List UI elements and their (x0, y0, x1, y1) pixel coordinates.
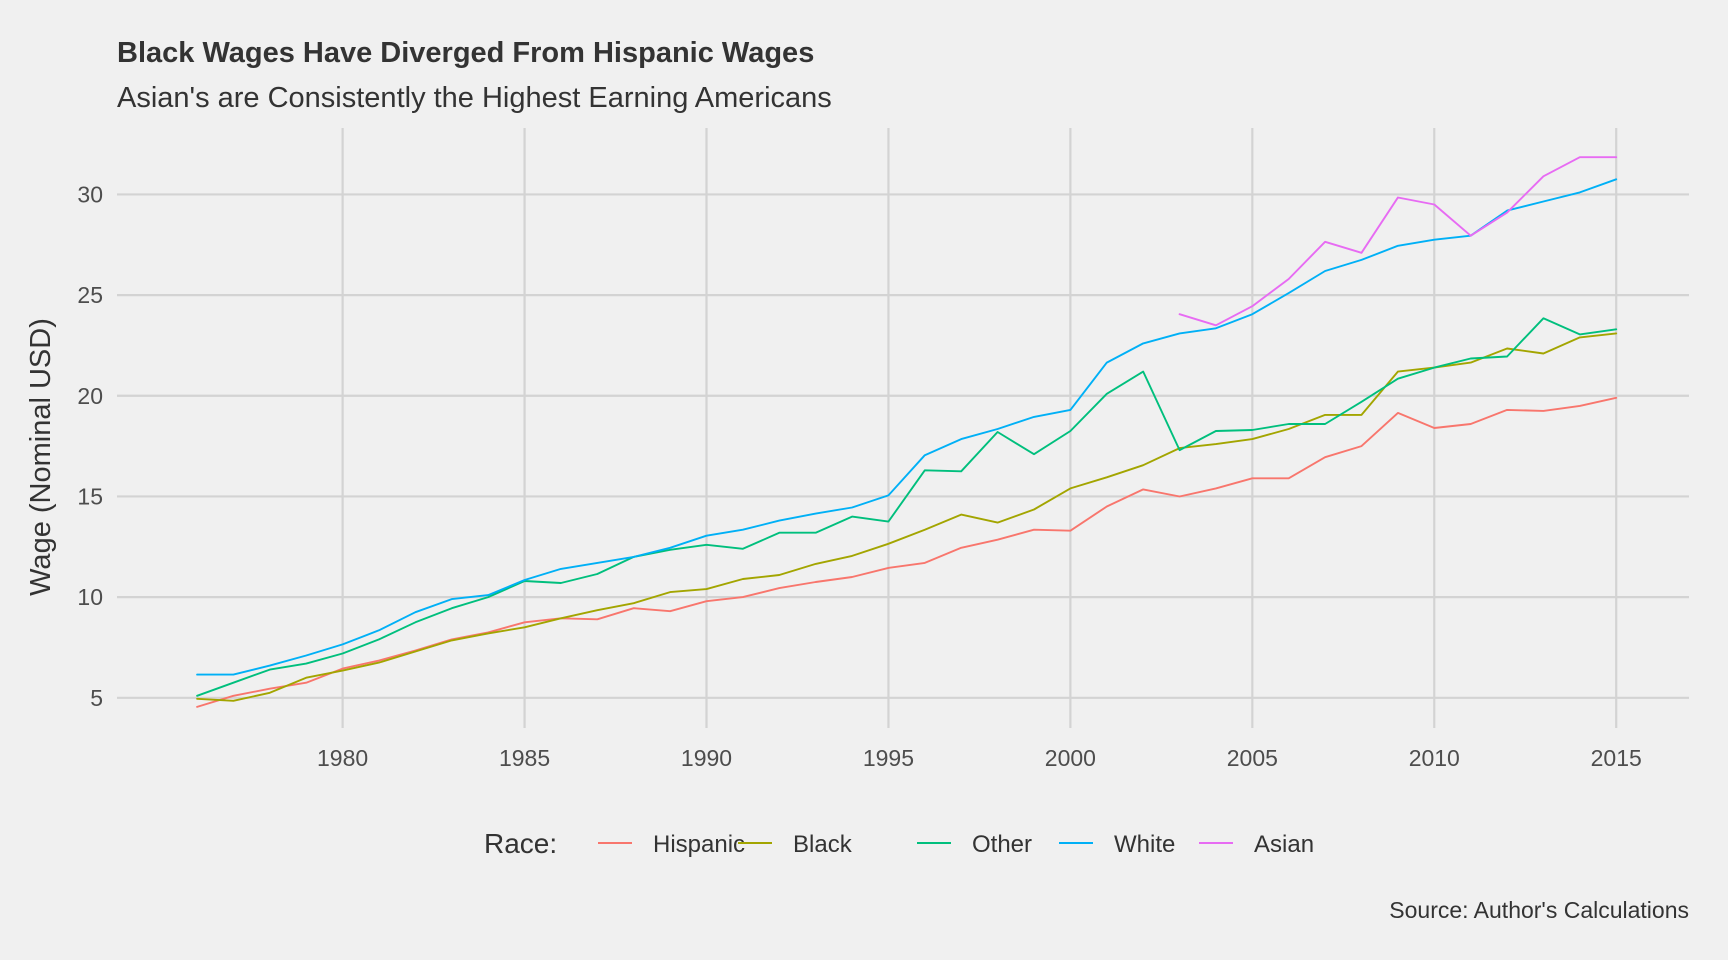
y-tick-label-15: 15 (77, 483, 103, 509)
legend-label-black: Black (793, 831, 853, 858)
y-axis-tick-labels: 5 10 15 20 25 30 (77, 181, 103, 710)
chart-caption: Source: Author's Calculations (1389, 897, 1689, 923)
series-line-asian (1178, 156, 1618, 327)
x-tick-label-2005: 2005 (1227, 745, 1278, 771)
series-lines (196, 156, 1618, 708)
legend-label-other: Other (972, 831, 1032, 858)
y-axis-title: Wage (Nominal USD) (25, 318, 57, 596)
y-tick-label-5: 5 (90, 685, 103, 711)
legend: Race: Hispanic Black Other White Asian (484, 828, 1314, 859)
chart-title: Black Wages Have Diverged From Hispanic … (117, 37, 814, 69)
legend-label-asian: Asian (1254, 831, 1314, 858)
horizontal-gridlines (117, 193, 1689, 699)
x-tick-label-1985: 1985 (499, 745, 550, 771)
x-tick-label-2010: 2010 (1409, 745, 1460, 771)
legend-label-white: White (1114, 831, 1175, 858)
series-line-other (196, 317, 1618, 697)
y-tick-label-10: 10 (77, 584, 103, 610)
series-line-hispanic (196, 396, 1618, 708)
y-tick-label-25: 25 (77, 282, 103, 308)
x-tick-label-2015: 2015 (1591, 745, 1642, 771)
x-tick-label-1980: 1980 (317, 745, 368, 771)
vertical-gridlines (341, 128, 1618, 728)
x-tick-label-1995: 1995 (863, 745, 914, 771)
chart-subtitle: Asian's are Consistently the Highest Ear… (117, 82, 832, 114)
series-line-white (196, 178, 1618, 676)
y-tick-label-30: 30 (77, 181, 103, 207)
series-line-black (196, 332, 1618, 702)
legend-title: Race: (484, 828, 557, 859)
x-tick-label-2000: 2000 (1045, 745, 1096, 771)
legend-label-hispanic: Hispanic (653, 831, 745, 858)
x-axis-tick-labels: 1980 1985 1990 1995 2000 2005 2010 2015 (317, 745, 1642, 771)
x-tick-label-1990: 1990 (681, 745, 732, 771)
y-tick-label-20: 20 (77, 383, 103, 409)
